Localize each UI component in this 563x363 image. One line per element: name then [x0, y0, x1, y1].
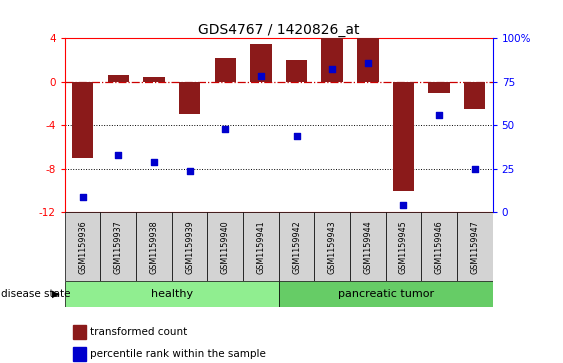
Bar — [65, 212, 100, 281]
Bar — [421, 212, 457, 281]
Bar — [314, 212, 350, 281]
Point — [114, 152, 123, 158]
Bar — [286, 60, 307, 82]
Bar — [279, 212, 314, 281]
Bar — [108, 75, 129, 82]
Text: transformed count: transformed count — [90, 327, 187, 337]
Text: GSM1159945: GSM1159945 — [399, 220, 408, 274]
Text: GSM1159943: GSM1159943 — [328, 220, 337, 274]
Text: disease state: disease state — [1, 289, 70, 299]
Bar — [393, 82, 414, 191]
Text: GSM1159939: GSM1159939 — [185, 220, 194, 274]
Point — [78, 194, 87, 200]
Bar — [457, 212, 493, 281]
Text: healthy: healthy — [151, 289, 193, 299]
Point — [256, 74, 265, 79]
Point — [149, 159, 158, 165]
Bar — [73, 325, 86, 339]
Bar — [357, 38, 378, 82]
Text: GSM1159936: GSM1159936 — [78, 220, 87, 274]
Text: GSM1159937: GSM1159937 — [114, 220, 123, 274]
Text: GSM1159947: GSM1159947 — [470, 220, 479, 274]
Bar — [179, 82, 200, 114]
Text: GSM1159944: GSM1159944 — [363, 220, 372, 274]
Bar — [100, 212, 136, 281]
Text: GSM1159946: GSM1159946 — [435, 220, 444, 274]
Bar — [243, 212, 279, 281]
Point — [399, 203, 408, 208]
Bar — [172, 212, 207, 281]
Point — [470, 166, 479, 172]
Text: pancreatic tumor: pancreatic tumor — [338, 289, 434, 299]
Text: GSM1159938: GSM1159938 — [149, 220, 158, 274]
Bar — [136, 212, 172, 281]
Bar — [65, 281, 279, 307]
Bar — [207, 212, 243, 281]
Point — [221, 126, 230, 132]
Bar — [73, 347, 86, 361]
Point — [363, 60, 372, 65]
Bar — [72, 82, 93, 158]
Text: percentile rank within the sample: percentile rank within the sample — [90, 349, 266, 359]
Bar — [428, 82, 450, 93]
Text: GSM1159940: GSM1159940 — [221, 220, 230, 274]
Bar — [386, 212, 421, 281]
Bar — [350, 212, 386, 281]
Text: GSM1159941: GSM1159941 — [256, 220, 265, 274]
Point — [185, 168, 194, 174]
Title: GDS4767 / 1420826_at: GDS4767 / 1420826_at — [198, 23, 359, 37]
Point — [328, 66, 337, 72]
Point — [292, 133, 301, 139]
Bar — [279, 281, 493, 307]
Bar — [321, 38, 343, 82]
Text: GSM1159942: GSM1159942 — [292, 220, 301, 274]
Bar — [464, 82, 485, 109]
Bar — [250, 44, 271, 82]
Point — [435, 112, 444, 118]
Bar — [143, 77, 164, 82]
Text: ▶: ▶ — [52, 289, 60, 299]
Bar — [215, 58, 236, 82]
